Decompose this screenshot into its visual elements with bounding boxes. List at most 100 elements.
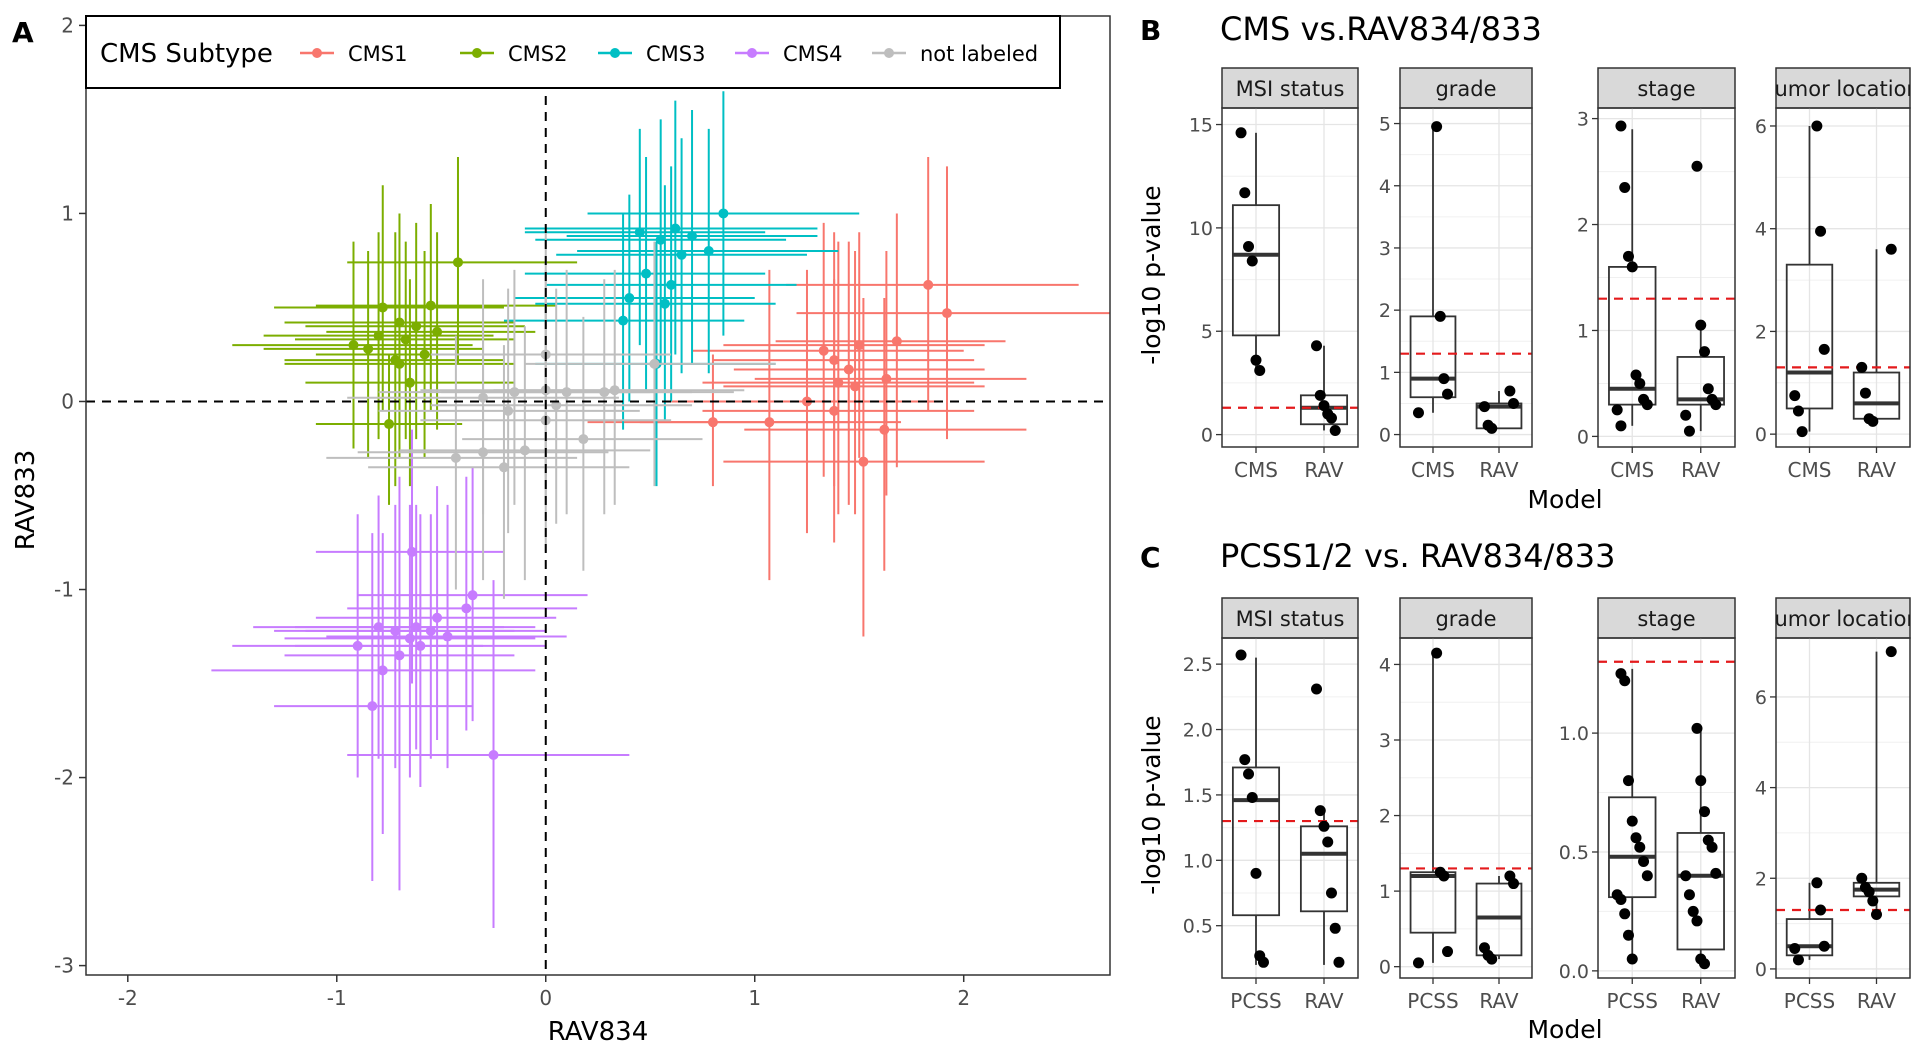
jitter-point bbox=[1863, 886, 1875, 898]
facet-2: stage 0 1 2 3 CMS RAV bbox=[1577, 67, 1736, 482]
data-point bbox=[687, 231, 698, 242]
jitter-point bbox=[1811, 877, 1823, 889]
panel-b: B CMS vs.RAV834/833 -log10 p-value Model… bbox=[1137, 10, 1911, 514]
data-point bbox=[854, 340, 865, 351]
x-tick-label: CMS bbox=[1234, 458, 1278, 482]
facet-grid bbox=[1776, 108, 1910, 447]
data-point bbox=[676, 249, 687, 260]
data-point bbox=[829, 405, 840, 416]
jitter-point bbox=[1615, 894, 1627, 906]
y-tick-label: 6 bbox=[1755, 116, 1767, 138]
jitter-point bbox=[1815, 904, 1827, 916]
data-point bbox=[461, 603, 472, 614]
facet-frame bbox=[1221, 107, 1359, 448]
y-tick-label: 1.0 bbox=[1183, 850, 1213, 872]
y-tick-label: 0 bbox=[1201, 425, 1213, 447]
jitter-point bbox=[1619, 675, 1631, 687]
facet-strip bbox=[1597, 597, 1736, 639]
data-point bbox=[367, 701, 378, 712]
jitter-point bbox=[1630, 832, 1642, 844]
jitter-point bbox=[1239, 187, 1251, 199]
panel-b-tag: B bbox=[1140, 14, 1161, 47]
jitter-point bbox=[1702, 383, 1714, 395]
data-point bbox=[352, 640, 363, 651]
data-point bbox=[450, 452, 461, 463]
data-point bbox=[394, 650, 405, 661]
data-point bbox=[442, 631, 453, 642]
legend-entry-label: CMS1 bbox=[348, 42, 407, 66]
data-point bbox=[377, 665, 388, 676]
data-point bbox=[843, 364, 854, 375]
jitter-point bbox=[1478, 401, 1490, 413]
facet-frame bbox=[1399, 107, 1533, 448]
x-tick-label: RAV bbox=[1681, 989, 1720, 1013]
jitter-point bbox=[1630, 369, 1642, 381]
y-tick-label: 15 bbox=[1189, 115, 1213, 137]
y-tick-label: -3 bbox=[54, 954, 74, 978]
data-point bbox=[407, 546, 418, 557]
data-point bbox=[390, 625, 401, 636]
panel-c-tag: C bbox=[1140, 541, 1161, 574]
legend: CMS Subtype CMS1 CMS2 CMS3 CMS4 not labeled bbox=[85, 15, 1061, 89]
y-tick-label: 0.0 bbox=[1559, 961, 1589, 983]
facet-strip bbox=[1399, 67, 1533, 109]
y-tick-label: 3 bbox=[1577, 109, 1589, 131]
data-point bbox=[498, 462, 509, 473]
data-point bbox=[858, 456, 869, 467]
facet-strip-label: tumor location bbox=[1766, 607, 1919, 631]
facet-strip-label: grade bbox=[1435, 607, 1496, 631]
data-point bbox=[373, 622, 384, 633]
panel-c-y-label: -log10 p-value bbox=[1137, 715, 1166, 894]
panel-c-x-label: Model bbox=[1527, 1015, 1602, 1044]
legend-entry-label: CMS2 bbox=[508, 42, 567, 66]
jitter-point bbox=[1486, 422, 1498, 434]
x-tick-label: PCSS bbox=[1407, 989, 1458, 1013]
data-point bbox=[659, 298, 670, 309]
jitter-point bbox=[1619, 181, 1631, 193]
y-tick-label: 4 bbox=[1379, 654, 1391, 676]
facet-1: grade 0 1 2 3 4 PCSS RAV bbox=[1379, 597, 1533, 1013]
series-cms1 bbox=[587, 157, 1110, 637]
x-tick-label: PCSS bbox=[1607, 989, 1658, 1013]
data-point bbox=[404, 633, 415, 644]
jitter-point bbox=[1626, 815, 1638, 827]
y-tick-label: 0 bbox=[1755, 424, 1767, 446]
data-point bbox=[425, 300, 436, 311]
panel-a-tag: A bbox=[12, 16, 34, 49]
box-pcss bbox=[1231, 657, 1281, 965]
data-point bbox=[833, 377, 844, 388]
legend-entry-label: not labeled bbox=[920, 42, 1038, 66]
jitter-point bbox=[1325, 887, 1337, 899]
x-tick-label: -1 bbox=[327, 986, 347, 1010]
data-point bbox=[452, 257, 463, 268]
y-tick-label: 0 bbox=[1577, 426, 1589, 448]
jitter-point bbox=[1508, 878, 1520, 890]
x-tick-label: RAV bbox=[1479, 458, 1518, 482]
x-tick-label: RAV bbox=[1304, 989, 1343, 1013]
data-point bbox=[519, 445, 530, 456]
panel-c: C PCSS1/2 vs. RAV834/833 -log10 p-value … bbox=[1137, 537, 1919, 1044]
data-point bbox=[551, 400, 562, 411]
data-point bbox=[599, 387, 610, 398]
x-tick-label: RAV bbox=[1479, 989, 1518, 1013]
jitter-point bbox=[1641, 870, 1653, 882]
jitter-point bbox=[1254, 365, 1266, 377]
jitter-point bbox=[1796, 426, 1808, 438]
jitter-point bbox=[1611, 404, 1623, 416]
box-iqr bbox=[1475, 402, 1523, 430]
jitter-point bbox=[1622, 929, 1634, 941]
box-cms bbox=[1785, 125, 1834, 432]
jitter-point bbox=[1695, 319, 1707, 331]
box-iqr bbox=[1852, 371, 1901, 420]
facet-2: stage 0.0 0.5 1.0 PCSS RAV bbox=[1559, 597, 1736, 1013]
jitter-point bbox=[1634, 841, 1646, 853]
jitter-point bbox=[1314, 389, 1326, 401]
data-point bbox=[641, 268, 652, 279]
jitter-point bbox=[1641, 399, 1653, 411]
box-iqr bbox=[1785, 918, 1834, 957]
jitter-point bbox=[1622, 775, 1634, 787]
jitter-point bbox=[1246, 255, 1258, 267]
jitter-point bbox=[1634, 377, 1646, 389]
data-point bbox=[649, 358, 660, 369]
jitter-point bbox=[1243, 240, 1255, 252]
